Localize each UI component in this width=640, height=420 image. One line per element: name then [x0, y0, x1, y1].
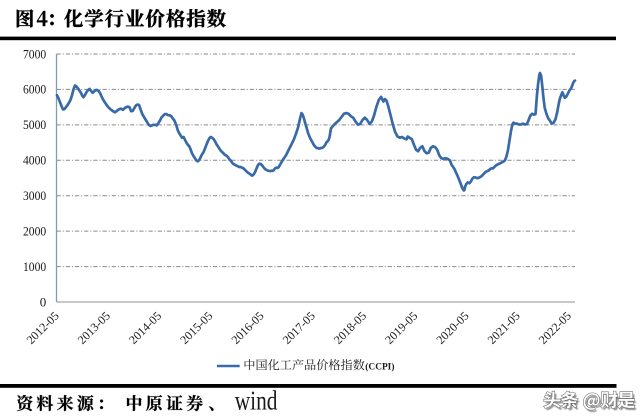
- svg-text:7000: 7000: [23, 46, 46, 61]
- svg-text:3000: 3000: [23, 188, 46, 203]
- svg-text:(CCPI): (CCPI): [365, 361, 394, 372]
- svg-text:2000: 2000: [23, 223, 46, 238]
- svg-text:0: 0: [40, 294, 47, 309]
- svg-text:1000: 1000: [23, 259, 46, 274]
- svg-text:4000: 4000: [23, 153, 46, 168]
- svg-text:wind: wind: [235, 385, 278, 415]
- svg-text:6000: 6000: [23, 82, 46, 97]
- svg-text:5000: 5000: [23, 117, 46, 132]
